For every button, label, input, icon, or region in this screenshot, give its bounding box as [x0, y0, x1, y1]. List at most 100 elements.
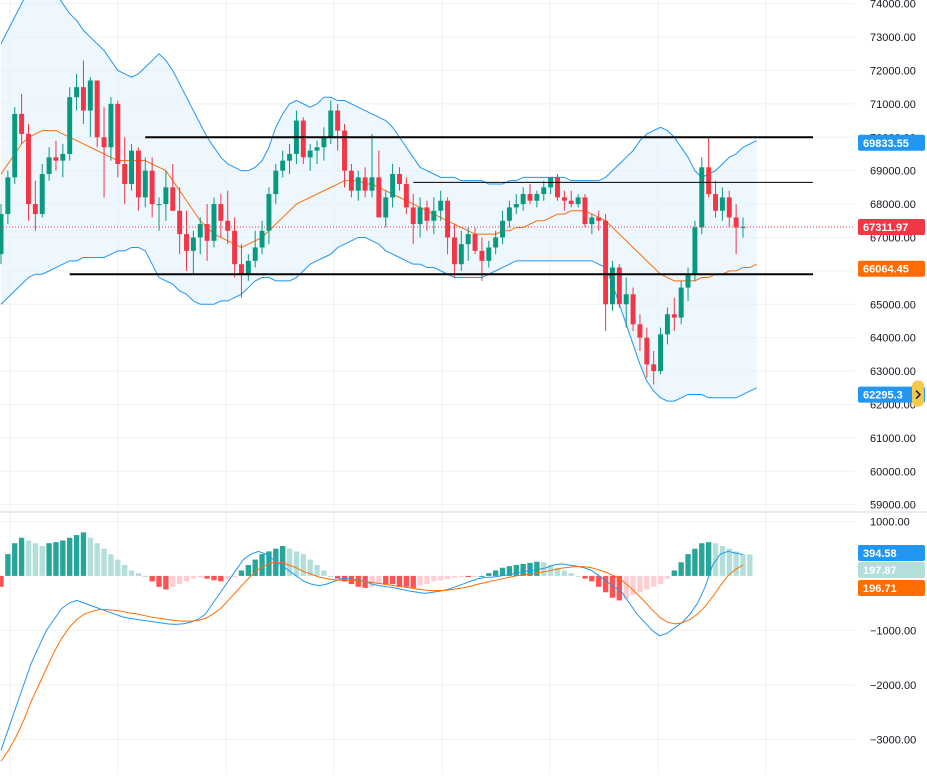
- candle: [142, 157, 148, 208]
- candle: [451, 224, 457, 278]
- candles: [0, 60, 746, 385]
- macd-histogram-bar: [499, 567, 506, 576]
- candle: [603, 214, 609, 331]
- candle-body: [348, 170, 354, 191]
- macd-histogram-bar: [623, 575, 629, 599]
- candle-body: [527, 194, 533, 201]
- macd-histogram-bar: [712, 543, 719, 576]
- candle-body: [417, 207, 423, 225]
- candle: [706, 137, 712, 198]
- macd-histogram-bar: [170, 575, 176, 587]
- macd-axis-tick-label: −2000.00: [870, 680, 916, 692]
- candle: [307, 143, 313, 171]
- candle-body: [19, 113, 25, 134]
- macd-histogram-bar: [740, 554, 746, 576]
- candle-body: [273, 170, 279, 195]
- macd-histogram-bar: [458, 575, 464, 578]
- candle: [575, 194, 581, 208]
- candle: [74, 73, 80, 111]
- macd-histogram-bar: [231, 575, 238, 578]
- macd-axis-tick-label: 1000.00: [870, 516, 910, 528]
- candle: [568, 190, 574, 208]
- candle-body: [252, 247, 258, 261]
- macd-histogram-bar: [472, 575, 478, 577]
- candle-body: [211, 204, 217, 241]
- candle-body: [706, 167, 712, 195]
- price-badge-bg: [858, 134, 925, 151]
- candle-body: [328, 110, 334, 138]
- candle-body: [445, 200, 451, 238]
- candle-body: [321, 137, 327, 148]
- price-axis-tick-label: 69000.00: [870, 166, 916, 178]
- candle-body: [39, 174, 45, 215]
- price-badge-bg: [858, 260, 925, 277]
- macd-histogram-bar: [527, 562, 533, 576]
- macd-histogram-bar: [5, 554, 11, 576]
- candle-body: [733, 217, 739, 228]
- candle-body: [53, 157, 59, 161]
- candle: [664, 307, 670, 345]
- candle: [156, 197, 162, 231]
- candle-body: [259, 230, 265, 248]
- scroll-to-latest-button[interactable]: [912, 380, 924, 407]
- candle-body: [300, 120, 306, 158]
- candle-body: [5, 177, 11, 215]
- price-axis-tick-label: 67000.00: [870, 232, 916, 244]
- macd-badge: 196.71: [858, 580, 925, 596]
- macd-histogram-bar: [451, 575, 458, 578]
- macd-histogram-bar: [644, 575, 650, 590]
- macd-histogram-bar: [596, 575, 602, 587]
- macd-histogram-bar: [293, 551, 300, 576]
- candle: [280, 150, 286, 178]
- macd-badge-label: 196.71: [863, 583, 897, 595]
- macd-histogram-bar: [383, 575, 389, 585]
- candle-body: [500, 220, 506, 238]
- candle-body: [362, 177, 368, 191]
- candle: [87, 77, 93, 138]
- macd-panel: [0, 532, 753, 762]
- candle: [197, 217, 203, 255]
- macd-histogram-bar: [492, 570, 499, 576]
- macd-histogram-bar: [121, 565, 128, 576]
- macd-histogram-bar: [156, 575, 162, 587]
- candle: [122, 137, 128, 205]
- candle-body: [568, 200, 574, 205]
- macd-histogram-bar: [252, 559, 258, 576]
- macd-histogram-bar: [142, 575, 148, 577]
- candle-body: [156, 204, 162, 206]
- macd-histogram-bar: [218, 575, 224, 582]
- candle: [658, 327, 664, 375]
- candle-body: [740, 227, 746, 229]
- candle: [493, 230, 499, 255]
- macd-badge-bg: [858, 545, 925, 561]
- candle: [713, 180, 718, 218]
- candle: [431, 197, 437, 235]
- candle-body: [630, 294, 636, 325]
- candle: [348, 163, 354, 198]
- candle-body: [94, 80, 100, 138]
- macd-histogram-bar: [25, 540, 32, 576]
- candle: [541, 180, 547, 201]
- candle-body: [438, 200, 444, 211]
- macd-badge: 197.87: [858, 562, 925, 578]
- macd-badge: 394.58: [858, 545, 925, 561]
- candle-body: [534, 194, 540, 201]
- candle: [403, 177, 409, 215]
- candle-body: [671, 314, 677, 318]
- candle: [80, 60, 86, 124]
- candle-body: [67, 97, 73, 154]
- macd-histogram-bar: [101, 548, 107, 576]
- candle: [108, 97, 114, 161]
- bollinger-lower-line: [0, 236, 757, 402]
- macd-histogram-bar: [705, 542, 712, 576]
- macd-histogram-bar: [685, 554, 691, 576]
- candle-body: [149, 170, 155, 205]
- macd-histogram-bar: [486, 573, 492, 576]
- candle: [177, 187, 183, 255]
- candle: [719, 187, 725, 221]
- candle-body: [465, 234, 471, 245]
- macd-histogram-bar: [513, 565, 519, 576]
- candle-body: [403, 184, 409, 208]
